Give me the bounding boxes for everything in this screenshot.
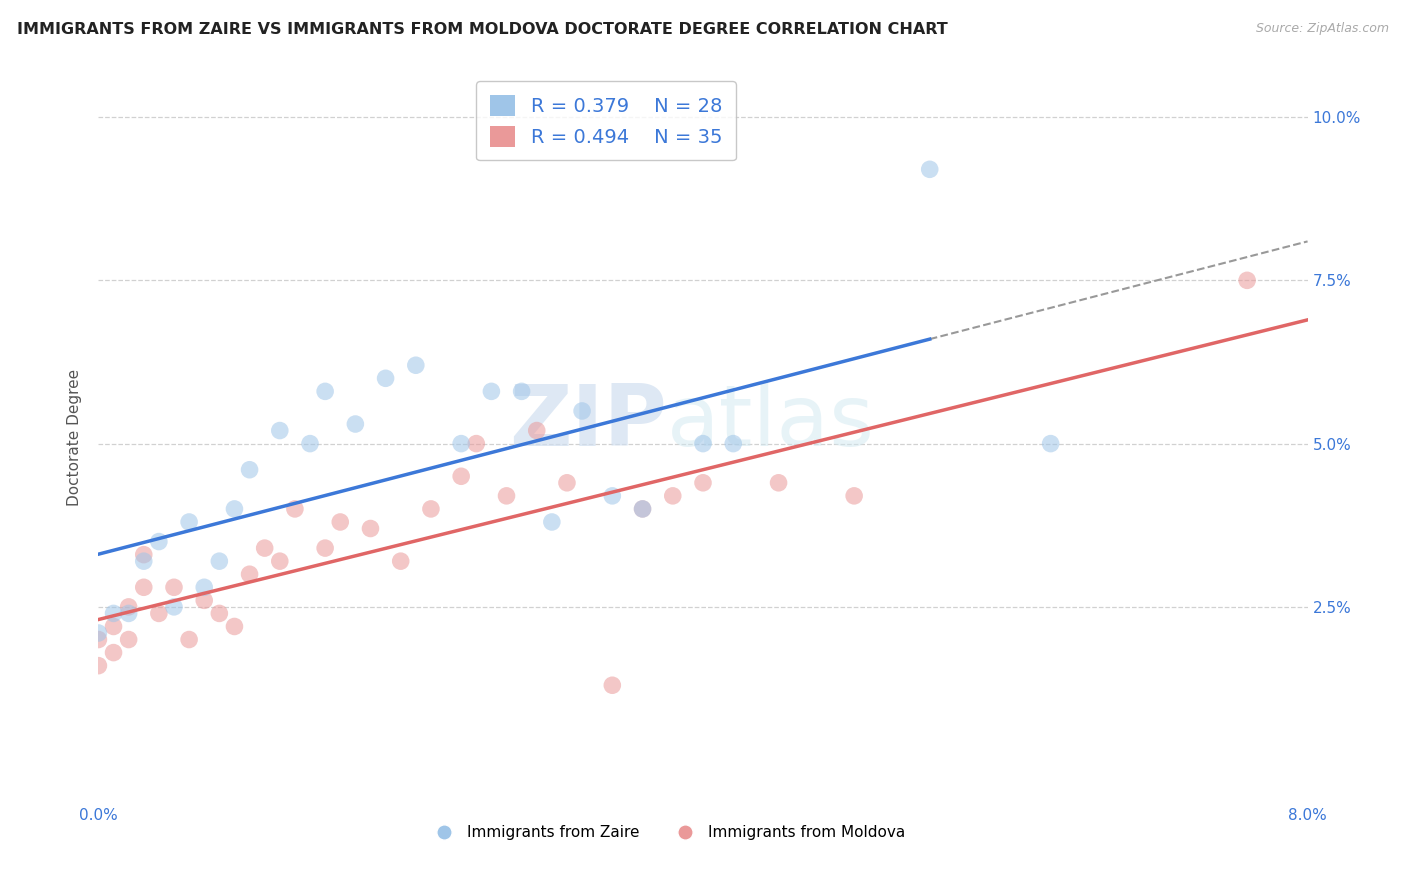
Point	[405, 358, 427, 372]
Point	[481, 384, 503, 399]
Point	[103, 646, 125, 660]
Point	[239, 567, 262, 582]
Point	[374, 371, 396, 385]
Point	[314, 541, 336, 555]
Point	[193, 580, 215, 594]
Text: ZIP: ZIP	[509, 381, 666, 464]
Point	[692, 475, 714, 490]
Point	[1236, 273, 1258, 287]
Point	[450, 436, 472, 450]
Text: atlas: atlas	[666, 381, 875, 464]
Point	[253, 541, 276, 555]
Point	[179, 515, 201, 529]
Point	[224, 619, 246, 633]
Point	[118, 607, 141, 621]
Point	[918, 162, 941, 177]
Point	[661, 489, 683, 503]
Point	[540, 515, 562, 529]
Point	[103, 607, 125, 621]
Point	[495, 489, 517, 503]
Point	[768, 475, 790, 490]
Point	[148, 607, 170, 621]
Text: IMMIGRANTS FROM ZAIRE VS IMMIGRANTS FROM MOLDOVA DOCTORATE DEGREE CORRELATION CH: IMMIGRANTS FROM ZAIRE VS IMMIGRANTS FROM…	[17, 22, 948, 37]
Text: Source: ZipAtlas.com: Source: ZipAtlas.com	[1256, 22, 1389, 36]
Point	[602, 678, 624, 692]
Point	[163, 580, 186, 594]
Point	[163, 599, 186, 614]
Point	[510, 384, 533, 399]
Point	[87, 658, 110, 673]
Legend: Immigrants from Zaire, Immigrants from Moldova: Immigrants from Zaire, Immigrants from M…	[422, 819, 911, 847]
Point	[844, 489, 866, 503]
Point	[314, 384, 336, 399]
Point	[571, 404, 593, 418]
Point	[239, 463, 262, 477]
Point	[132, 554, 155, 568]
Point	[179, 632, 201, 647]
Point	[526, 424, 548, 438]
Point	[299, 436, 322, 450]
Point	[87, 626, 110, 640]
Point	[631, 502, 654, 516]
Point	[360, 521, 382, 535]
Point	[465, 436, 488, 450]
Point	[269, 554, 291, 568]
Point	[132, 548, 155, 562]
Point	[420, 502, 443, 516]
Point	[208, 554, 231, 568]
Point	[389, 554, 412, 568]
Point	[87, 632, 110, 647]
Point	[224, 502, 246, 516]
Point	[103, 619, 125, 633]
Point	[1039, 436, 1062, 450]
Point	[555, 475, 578, 490]
Point	[118, 632, 141, 647]
Point	[193, 593, 215, 607]
Point	[329, 515, 352, 529]
Point	[269, 424, 291, 438]
Point	[118, 599, 141, 614]
Point	[631, 502, 654, 516]
Point	[344, 417, 367, 431]
Point	[450, 469, 472, 483]
Point	[602, 489, 624, 503]
Point	[208, 607, 231, 621]
Point	[148, 534, 170, 549]
Y-axis label: Doctorate Degree: Doctorate Degree	[67, 368, 83, 506]
Point	[692, 436, 714, 450]
Point	[723, 436, 745, 450]
Point	[284, 502, 307, 516]
Point	[132, 580, 155, 594]
